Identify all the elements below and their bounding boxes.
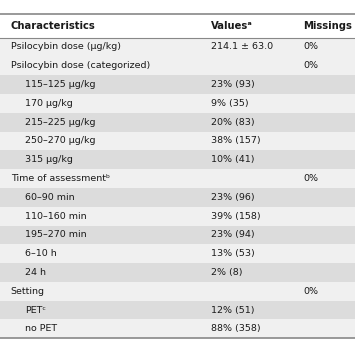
Bar	[0, 169, 355, 188]
Text: Psilocybin dose (μg/kg): Psilocybin dose (μg/kg)	[11, 42, 121, 52]
Text: 2% (8): 2% (8)	[211, 268, 243, 277]
Text: Characteristics: Characteristics	[11, 21, 95, 31]
Bar	[0, 75, 355, 94]
Bar	[0, 188, 355, 207]
Text: 250–270 μg/kg: 250–270 μg/kg	[25, 136, 95, 145]
Text: 215–225 μg/kg: 215–225 μg/kg	[25, 118, 95, 127]
Text: 13% (53): 13% (53)	[211, 249, 255, 258]
Text: PETᶜ: PETᶜ	[25, 306, 46, 315]
Text: 23% (96): 23% (96)	[211, 193, 255, 202]
Text: Setting: Setting	[11, 287, 45, 296]
Text: Valuesᵃ: Valuesᵃ	[211, 21, 253, 31]
Text: 0%: 0%	[304, 61, 318, 70]
Text: 10% (41): 10% (41)	[211, 155, 255, 164]
Text: 23% (93): 23% (93)	[211, 80, 255, 89]
Text: 9% (35): 9% (35)	[211, 99, 249, 108]
Text: 23% (94): 23% (94)	[211, 230, 255, 239]
Text: 6–10 h: 6–10 h	[25, 249, 56, 258]
Bar	[0, 301, 355, 319]
Bar	[0, 319, 355, 338]
Text: 0%: 0%	[304, 42, 318, 52]
Text: 60–90 min: 60–90 min	[25, 193, 75, 202]
Text: 88% (358): 88% (358)	[211, 324, 261, 333]
Text: 214.1 ± 63.0: 214.1 ± 63.0	[211, 42, 273, 52]
Bar	[0, 38, 355, 56]
Bar	[0, 207, 355, 226]
Bar	[0, 14, 355, 38]
Bar	[0, 226, 355, 244]
Text: 20% (83): 20% (83)	[211, 118, 255, 127]
Text: Time of assessmentᵇ: Time of assessmentᵇ	[11, 174, 110, 183]
Bar	[0, 113, 355, 132]
Text: 315 μg/kg: 315 μg/kg	[25, 155, 73, 164]
Bar	[0, 94, 355, 113]
Bar	[0, 132, 355, 150]
Text: 12% (51): 12% (51)	[211, 306, 255, 315]
Text: 38% (157): 38% (157)	[211, 136, 261, 145]
Text: Psilocybin dose (categorized): Psilocybin dose (categorized)	[11, 61, 150, 70]
Text: Missings: Missings	[304, 21, 353, 31]
Text: 0%: 0%	[304, 287, 318, 296]
Text: no PET: no PET	[25, 324, 57, 333]
Bar	[0, 282, 355, 301]
Text: 110–160 min: 110–160 min	[25, 212, 87, 221]
Text: 24 h: 24 h	[25, 268, 46, 277]
Text: 170 μg/kg: 170 μg/kg	[25, 99, 73, 108]
Bar	[0, 150, 355, 169]
Text: 39% (158): 39% (158)	[211, 212, 261, 221]
Bar	[0, 244, 355, 263]
Text: 195–270 min: 195–270 min	[25, 230, 87, 239]
Text: 115–125 μg/kg: 115–125 μg/kg	[25, 80, 95, 89]
Bar	[0, 56, 355, 75]
Text: 0%: 0%	[304, 174, 318, 183]
Bar	[0, 263, 355, 282]
